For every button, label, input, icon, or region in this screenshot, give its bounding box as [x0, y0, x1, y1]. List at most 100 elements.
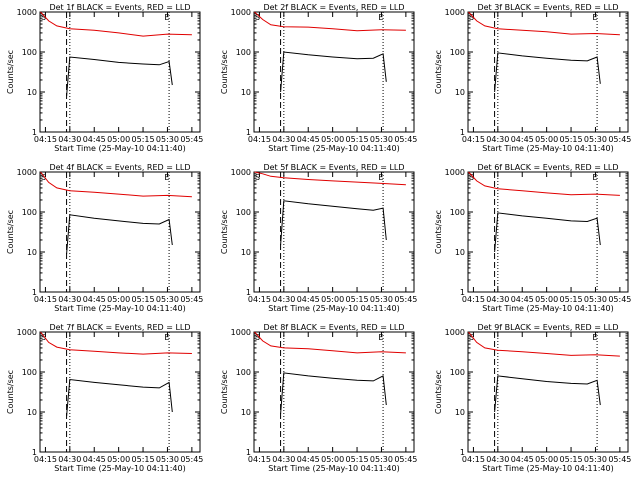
- x-tick-label: 04:15: [248, 455, 271, 464]
- end-marker: E: [378, 13, 383, 22]
- end-marker: E: [378, 333, 383, 342]
- x-tick-label: 05:00: [535, 135, 558, 144]
- x-tick-label: 05:30: [156, 455, 179, 464]
- plot-frame: [39, 331, 201, 453]
- y-tick-label: 1: [246, 128, 251, 137]
- x-tick-label: 04:45: [511, 455, 534, 464]
- x-tick-label: 04:45: [511, 135, 534, 144]
- x-tick-label: 04:30: [486, 135, 509, 144]
- x-tick-label: 04:15: [34, 455, 57, 464]
- y-tick-label: 10: [455, 248, 465, 257]
- x-tick-label: 05:45: [180, 295, 203, 304]
- series-line-events: [280, 372, 387, 414]
- y-tick-label: 10: [241, 88, 251, 97]
- x-tick-label: 05:15: [132, 295, 155, 304]
- series-line-lld: [254, 331, 406, 354]
- series-line-lld: [40, 331, 192, 355]
- x-tick-label: 04:30: [58, 135, 81, 144]
- x-tick-label: 04:45: [297, 135, 320, 144]
- x-tick-label: 05:15: [132, 455, 155, 464]
- y-tick-label: 1000: [445, 168, 465, 177]
- chart-panel-6: Det 6f BLACK = Events, RED = LLD 1 10 100 10…: [434, 163, 631, 313]
- chart-panel-1: Det 1f BLACK = Events, RED = LLD 1 10 100 10…: [6, 3, 203, 153]
- x-tick-label: 04:30: [272, 135, 295, 144]
- y-tick-label: 10: [455, 88, 465, 97]
- x-tick-label: 04:30: [58, 455, 81, 464]
- plot-frame: [467, 331, 629, 453]
- x-tick-label: 05:00: [535, 295, 558, 304]
- plot-frame: [253, 171, 415, 293]
- x-tick-label: 05:30: [156, 135, 179, 144]
- y-tick-label: 1000: [445, 8, 465, 17]
- chart-title: Det 7f BLACK = Events, RED = LLD: [49, 323, 190, 332]
- x-tick-label: 04:45: [83, 295, 106, 304]
- y-axis-label: Counts/sec: [6, 370, 15, 414]
- x-tick-label: 05:00: [535, 455, 558, 464]
- start-marker: S: [469, 173, 474, 182]
- y-tick-label: 100: [450, 368, 465, 377]
- x-axis-label: Start Time (25-May-10 04:11:40): [268, 304, 399, 313]
- series-line-lld: [254, 11, 406, 32]
- series-line-events: [280, 200, 387, 246]
- y-tick-label: 1: [460, 448, 465, 457]
- series-line-events: [280, 51, 387, 93]
- y-tick-label: 1000: [445, 328, 465, 337]
- x-tick-label: 04:30: [486, 455, 509, 464]
- y-tick-label: 10: [241, 248, 251, 257]
- chart-panel-4: Det 4f BLACK = Events, RED = LLD 1 10 100 10…: [6, 163, 203, 313]
- x-tick-label: 05:15: [346, 455, 369, 464]
- plot-frame: [253, 331, 415, 453]
- x-tick-label: 05:45: [180, 135, 203, 144]
- series-line-events: [494, 52, 601, 93]
- y-tick-label: 1000: [231, 328, 251, 337]
- chart-panel-9: Det 9f BLACK = Events, RED = LLD 1 10 100 10…: [434, 323, 631, 473]
- x-tick-label: 05:45: [608, 295, 631, 304]
- end-marker: E: [592, 333, 597, 342]
- y-tick-label: 1000: [17, 168, 37, 177]
- y-tick-label: 100: [22, 48, 37, 57]
- start-marker: S: [255, 13, 260, 22]
- y-axis-label: Counts/sec: [434, 210, 443, 254]
- x-tick-label: 04:15: [248, 295, 271, 304]
- chart-title: Det 4f BLACK = Events, RED = LLD: [49, 163, 190, 172]
- x-tick-label: 05:30: [584, 455, 607, 464]
- x-tick-label: 04:45: [511, 295, 534, 304]
- y-tick-label: 1000: [231, 168, 251, 177]
- x-axis-label: Start Time (25-May-10 04:11:40): [54, 144, 185, 153]
- x-tick-label: 05:15: [346, 135, 369, 144]
- x-tick-label: 05:30: [156, 295, 179, 304]
- y-tick-label: 1: [32, 128, 37, 137]
- x-tick-label: 05:15: [560, 135, 583, 144]
- y-tick-label: 100: [22, 208, 37, 217]
- series-line-events: [494, 212, 601, 253]
- x-tick-label: 05:45: [180, 455, 203, 464]
- end-marker: E: [592, 13, 597, 22]
- y-tick-label: 10: [241, 408, 251, 417]
- x-tick-label: 05:45: [394, 455, 417, 464]
- y-tick-label: 1: [246, 448, 251, 457]
- y-tick-label: 100: [236, 368, 251, 377]
- x-tick-label: 05:45: [608, 455, 631, 464]
- x-tick-label: 05:00: [321, 135, 344, 144]
- x-axis-label: Start Time (25-May-10 04:11:40): [482, 144, 613, 153]
- x-tick-label: 05:00: [107, 135, 130, 144]
- x-tick-label: 04:45: [297, 295, 320, 304]
- y-tick-label: 1: [246, 288, 251, 297]
- chart-title: Det 3f BLACK = Events, RED = LLD: [477, 3, 618, 12]
- x-tick-label: 05:30: [584, 295, 607, 304]
- x-tick-label: 04:45: [83, 455, 106, 464]
- x-tick-label: 04:15: [462, 295, 485, 304]
- y-tick-label: 100: [450, 48, 465, 57]
- start-marker: S: [469, 333, 474, 342]
- y-tick-label: 10: [27, 88, 37, 97]
- y-tick-label: 100: [236, 208, 251, 217]
- chart-title: Det 2f BLACK = Events, RED = LLD: [263, 3, 404, 12]
- start-marker: S: [255, 173, 260, 182]
- y-axis-label: Counts/sec: [220, 210, 229, 254]
- start-marker: S: [41, 173, 46, 182]
- plot-frame: [467, 171, 629, 293]
- chart-title: Det 5f BLACK = Events, RED = LLD: [263, 163, 404, 172]
- y-tick-label: 10: [27, 248, 37, 257]
